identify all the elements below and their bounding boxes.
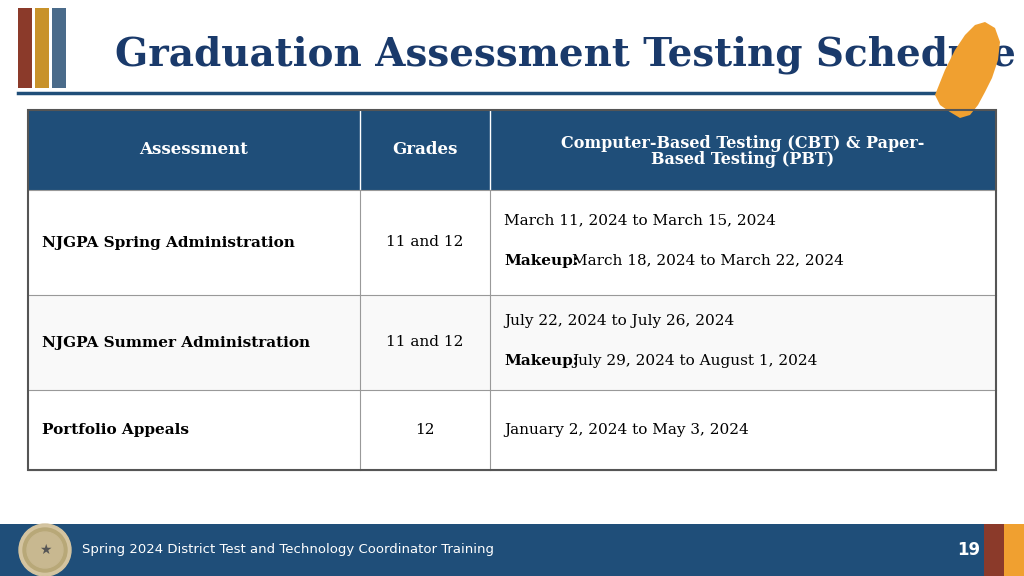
Polygon shape xyxy=(935,22,1000,118)
Circle shape xyxy=(27,532,63,568)
Text: NJGPA Summer Administration: NJGPA Summer Administration xyxy=(42,335,310,350)
Text: Computer-Based Testing (CBT) & Paper-: Computer-Based Testing (CBT) & Paper- xyxy=(561,135,925,153)
Text: July 29, 2024 to August 1, 2024: July 29, 2024 to August 1, 2024 xyxy=(572,354,817,367)
Text: March 11, 2024 to March 15, 2024: March 11, 2024 to March 15, 2024 xyxy=(504,214,776,228)
Text: NJGPA Spring Administration: NJGPA Spring Administration xyxy=(42,236,295,249)
Bar xyxy=(28,295,996,390)
Text: ★: ★ xyxy=(39,543,51,557)
Text: Makeup:: Makeup: xyxy=(504,354,579,367)
Text: 11 and 12: 11 and 12 xyxy=(386,335,464,350)
Bar xyxy=(28,110,996,190)
Text: 19: 19 xyxy=(957,541,981,559)
Text: 11 and 12: 11 and 12 xyxy=(386,236,464,249)
Text: Assessment: Assessment xyxy=(139,142,249,158)
Text: Graduation Assessment Testing Schedule: Graduation Assessment Testing Schedule xyxy=(115,36,1016,74)
Bar xyxy=(28,110,996,470)
Text: Grades: Grades xyxy=(392,142,458,158)
Bar xyxy=(35,8,49,88)
Circle shape xyxy=(23,528,67,572)
Bar xyxy=(52,8,66,88)
Text: Makeup:: Makeup: xyxy=(504,253,579,267)
Bar xyxy=(28,390,996,470)
Text: January 2, 2024 to May 3, 2024: January 2, 2024 to May 3, 2024 xyxy=(504,423,749,437)
Text: Portfolio Appeals: Portfolio Appeals xyxy=(42,423,189,437)
Bar xyxy=(18,8,32,88)
Circle shape xyxy=(19,524,71,576)
Bar xyxy=(984,524,1004,576)
Text: March 18, 2024 to March 22, 2024: March 18, 2024 to March 22, 2024 xyxy=(572,253,844,267)
Bar xyxy=(1004,524,1024,576)
Text: Spring 2024 District Test and Technology Coordinator Training: Spring 2024 District Test and Technology… xyxy=(82,544,494,556)
Text: July 22, 2024 to July 26, 2024: July 22, 2024 to July 26, 2024 xyxy=(504,313,734,328)
Text: Based Testing (PBT): Based Testing (PBT) xyxy=(651,151,835,169)
Bar xyxy=(0,524,1024,576)
Bar xyxy=(28,190,996,295)
Text: 12: 12 xyxy=(416,423,435,437)
